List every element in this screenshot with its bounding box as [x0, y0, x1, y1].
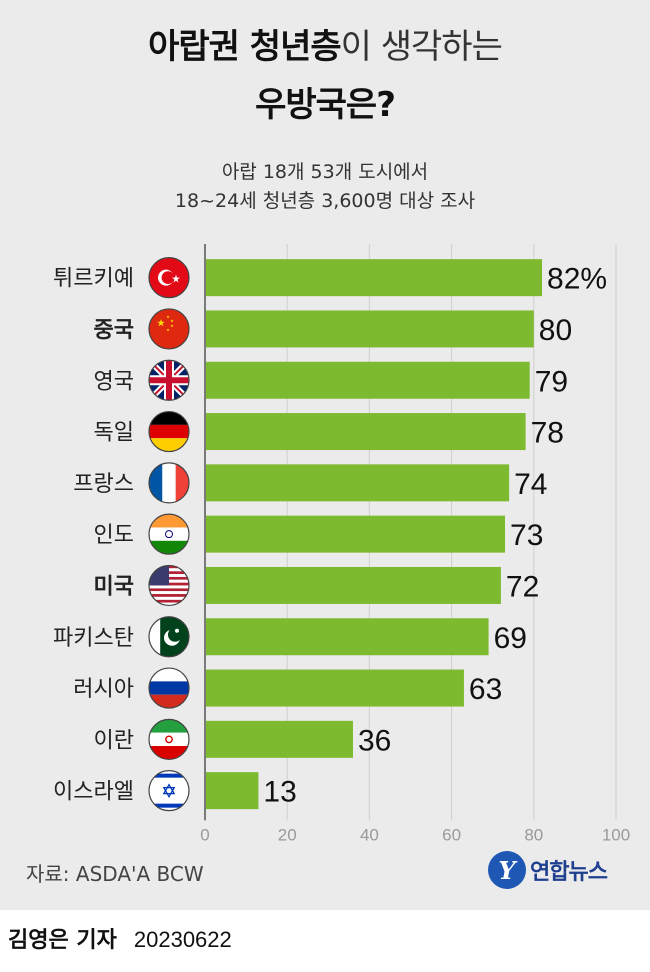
- value-label: 80: [539, 314, 572, 347]
- bar: [206, 361, 530, 399]
- value-label: 82%: [547, 263, 607, 296]
- category-label: 영국: [94, 369, 134, 394]
- chart-panel: 아랍권 청년층이 생각하는 우방국은? 아랍 18개 53개 도시에서 18~2…: [0, 0, 650, 910]
- bar: [206, 566, 501, 604]
- bar: [206, 669, 464, 707]
- usa-flag: [148, 564, 190, 607]
- reporter-name: 김영은 기자: [8, 928, 117, 953]
- category-label: 튀르키예: [53, 267, 134, 292]
- source-note: 자료: ASDA'A BCW: [26, 862, 204, 886]
- value-label: 78: [531, 417, 564, 450]
- bar: [206, 772, 259, 810]
- value-label: 36: [358, 724, 391, 757]
- logo-text: 연합뉴스: [530, 860, 608, 885]
- germany-flag: [148, 410, 190, 453]
- x-tick-label: 40: [360, 825, 379, 844]
- uk-flag: [148, 359, 190, 401]
- title-bold-part: 아랍권 청년층: [148, 27, 342, 67]
- bar-chart: 0 20 40 60 80 100 82% 튀르키예 80 중국 79 영국 78 독일 74 프랑스 73 인도…: [53, 244, 630, 844]
- bar: [206, 618, 489, 656]
- category-label: 프랑스: [73, 472, 134, 497]
- yonhap-logo-icon: Y: [488, 851, 526, 889]
- turkey-flag: [148, 257, 190, 299]
- value-label: 69: [494, 622, 527, 655]
- byline: 김영은 기자 20230622: [8, 922, 232, 954]
- russia-flag: [148, 667, 190, 709]
- yonhap-logo: Y 연합뉴스: [488, 850, 608, 890]
- bar: [206, 413, 526, 451]
- category-label: 독일: [94, 421, 134, 446]
- iran-flag: [148, 718, 190, 760]
- value-label: 73: [510, 519, 543, 552]
- israel-flag: [148, 770, 190, 812]
- france-flag: [148, 462, 190, 504]
- x-tick-label: 80: [524, 825, 543, 844]
- chart-title-line2: 우방국은?: [255, 85, 396, 125]
- chart-subtitle-line1: 아랍 18개 53개 도시에서: [221, 161, 429, 183]
- chart-subtitle-line2: 18~24세 청년층 3,600명 대상 조사: [174, 190, 476, 212]
- x-tick-label: 0: [200, 825, 209, 844]
- category-label: 미국: [94, 574, 134, 599]
- pakistan-flag: [148, 616, 190, 658]
- category-label: 이란: [94, 728, 134, 753]
- chart-title-line1: 아랍권 청년층이 생각하는: [0, 26, 650, 68]
- value-label: 63: [469, 673, 502, 706]
- bar: [206, 515, 506, 553]
- category-label: 이스라엘: [53, 780, 134, 805]
- x-tick-label: 100: [602, 825, 630, 844]
- china-flag: [148, 308, 190, 350]
- value-label: 72: [506, 570, 539, 603]
- category-label: 중국: [94, 318, 134, 343]
- bar: [206, 464, 510, 502]
- value-label: 74: [514, 468, 547, 501]
- bar: [206, 720, 353, 758]
- x-tick-label: 20: [278, 825, 297, 844]
- category-label: 인도: [94, 523, 134, 548]
- category-label: 러시아: [73, 677, 134, 702]
- bar: [206, 259, 543, 297]
- value-label: 13: [263, 776, 296, 809]
- value-label: 79: [535, 365, 568, 398]
- title-light-part: 이 생각하는: [340, 27, 503, 67]
- bar: [206, 310, 534, 348]
- category-label: 파키스탄: [53, 626, 134, 651]
- india-flag: [148, 513, 190, 555]
- publish-date: 20230622: [133, 927, 232, 952]
- x-tick-label: 60: [442, 825, 461, 844]
